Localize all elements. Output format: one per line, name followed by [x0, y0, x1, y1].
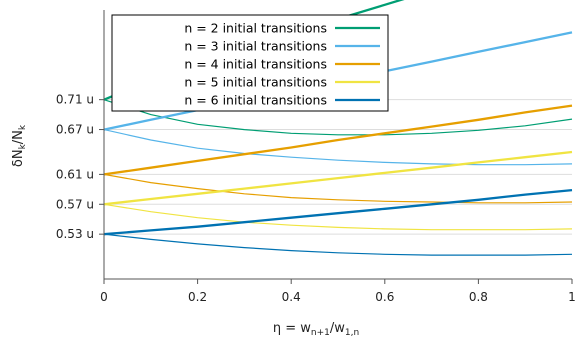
legend: n = 2 initial transitions n = 3 initial t…: [111, 14, 389, 112]
x-ticks: 0 0.2 0.4 0.6 0.8 1: [100, 279, 576, 304]
y-ticks: 0.53 u 0.57 u 0.61 u 0.67 u 0.71 u: [56, 93, 104, 241]
series-5-upper-line: [103, 150, 573, 206]
y-tick-label-0: 0.53 u: [56, 227, 94, 241]
x-tick-label-5: 1: [568, 290, 576, 304]
series-4-lower-line: [103, 173, 573, 204]
series-2-lower-line: [103, 99, 573, 136]
legend-label-5: n = 5 initial transitions: [184, 75, 327, 90]
legend-label-2: n = 2 initial transitions: [184, 21, 327, 36]
y-axis-label: δNk/Nk: [11, 124, 28, 167]
x-tick-label-2: 0.4: [282, 290, 301, 304]
x-tick-label-3: 0.6: [375, 290, 394, 304]
series-5-lower-line: [103, 203, 573, 231]
y-tick-label-4: 0.71 u: [56, 93, 94, 107]
y-tick-label-2: 0.61 u: [56, 167, 94, 181]
legend-label-6: n = 6 initial transitions: [184, 93, 327, 108]
series-6-lower-line: [103, 233, 573, 256]
series-4-upper-line: [103, 104, 573, 176]
legend-label-3: n = 3 initial transitions: [184, 39, 327, 54]
x-tick-label-4: 0.8: [469, 290, 488, 304]
legend-label-4: n = 4 initial transitions: [184, 57, 327, 72]
x-tick-label-1: 0.2: [188, 290, 207, 304]
series-6-upper-line: [103, 188, 573, 236]
y-tick-label-1: 0.57 u: [56, 197, 94, 211]
y-tick-label-3: 0.67 u: [56, 123, 94, 137]
x-axis-label: η = wn+1/w1,n: [273, 321, 359, 338]
x-tick-label-0: 0: [100, 290, 108, 304]
series-3-lower-line: [103, 129, 573, 166]
